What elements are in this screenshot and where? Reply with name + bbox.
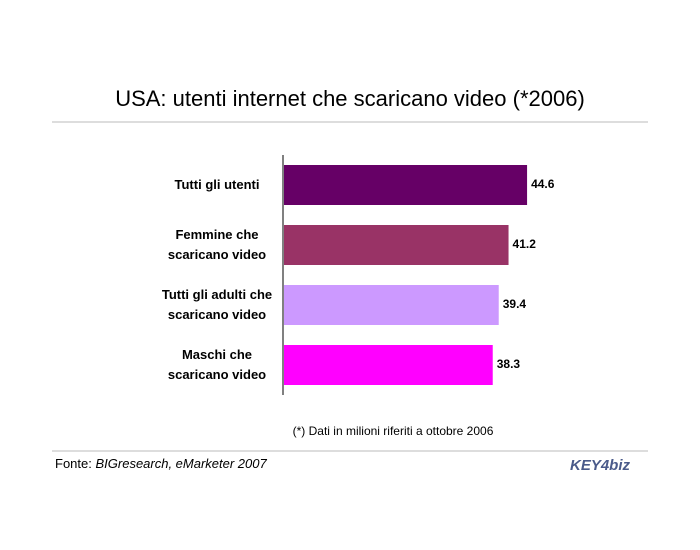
footnote: (*) Dati in milioni riferiti a ottobre 2…: [293, 424, 494, 438]
category-label: Tutti gli adulti che scaricano video: [161, 287, 273, 322]
logo: KEY4biz: [570, 457, 631, 474]
source: Fonte: BIGresearch, eMarketer 2007: [55, 456, 268, 471]
value-label: 38.3: [497, 357, 521, 371]
bar: [284, 285, 499, 325]
source-label: Fonte:: [55, 456, 92, 471]
category-label: Tutti gli utenti: [174, 177, 260, 192]
source-text: BIGresearch, eMarketer 2007: [95, 456, 267, 471]
bar: [284, 345, 493, 385]
value-label: 39.4: [503, 297, 527, 311]
bar: [284, 165, 528, 205]
value-label: 44.6: [531, 177, 555, 191]
category-label: Femmine che scaricano video: [167, 227, 267, 262]
chart-title: USA: utenti internet che scaricano video…: [115, 86, 585, 111]
value-label: 41.2: [513, 237, 537, 251]
category-label: Maschi che scaricano video: [167, 347, 267, 382]
bar: [284, 225, 509, 265]
